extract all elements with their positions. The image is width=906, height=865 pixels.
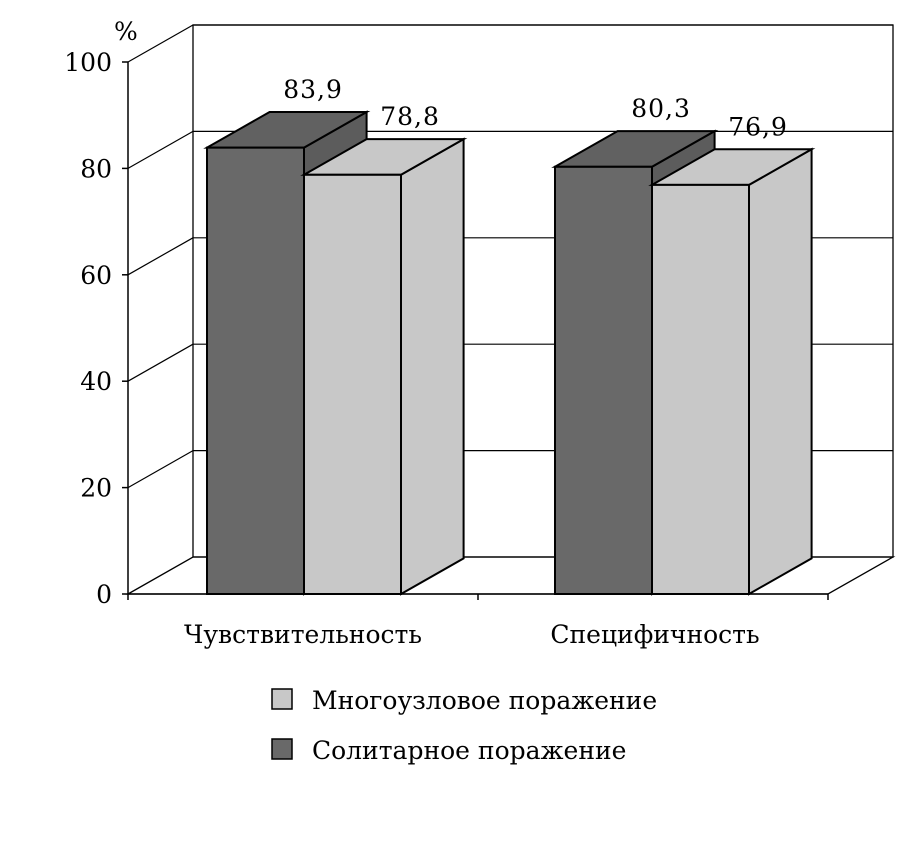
gridline-side	[127, 130, 194, 169]
bar-front	[651, 183, 750, 595]
y-tick-label: 100	[64, 48, 112, 77]
bar-front	[303, 173, 402, 595]
legend-label: Солитарное поражение	[312, 736, 626, 765]
data-label: 83,9	[283, 75, 343, 104]
y-tick-label: 80	[80, 154, 112, 183]
bar-front	[206, 146, 305, 595]
data-label: 76,9	[728, 112, 788, 141]
y-tick-label: 60	[80, 261, 112, 290]
bar-front	[554, 165, 653, 596]
labels: % 83,9 78,8 Чувствительность 80,3 76,9 Специф…	[114, 17, 788, 649]
y-axis-unit-label: %	[114, 17, 138, 46]
y-tick-label: 20	[80, 474, 112, 503]
legend: Многоузловое поражение Солитарное поражен…	[271, 686, 657, 765]
bar-multinodular-specificity	[648, 147, 816, 596]
legend-swatch	[271, 738, 293, 760]
gridline-side	[127, 343, 194, 382]
y-tick-label: 0	[96, 580, 112, 609]
data-label: 78,8	[380, 102, 440, 131]
gridline-side	[127, 237, 194, 276]
bar-multinodular-sensitivity	[300, 137, 468, 596]
legend-swatch	[271, 688, 293, 710]
bars	[203, 110, 816, 596]
category-label: Чувствительность	[184, 620, 422, 649]
y-tick-label: 40	[80, 367, 112, 396]
gridline-side	[127, 450, 194, 489]
category-label: Специфичность	[550, 620, 759, 649]
bar-side	[748, 147, 813, 596]
data-label: 80,3	[631, 94, 691, 123]
gridline-side	[127, 24, 194, 63]
bar-side	[400, 137, 465, 596]
legend-label: Многоузловое поражение	[312, 686, 657, 715]
